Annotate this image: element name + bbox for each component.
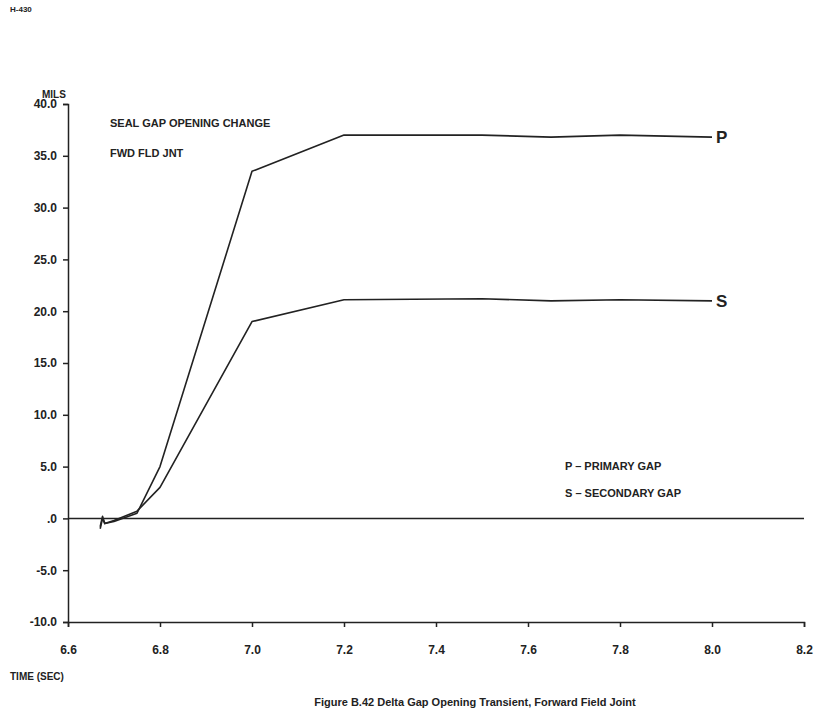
title: SEAL GAP OPENING CHANGE — [110, 117, 270, 129]
y-tick-mark — [63, 518, 68, 520]
y-tick-mark — [63, 415, 68, 417]
x-tick-label: 7.4 — [428, 643, 445, 657]
series-label: S — [716, 292, 727, 311]
y-tick-mark — [63, 104, 68, 106]
x-tick-mark — [68, 622, 70, 627]
y-tick-label: 10.0 — [34, 408, 58, 422]
x-tick-mark — [252, 622, 254, 627]
y-tick-label: 15.0 — [34, 356, 58, 370]
y-tick-mark — [63, 622, 68, 624]
x-tick-label: 7.8 — [612, 643, 629, 657]
y-tick-mark — [63, 570, 68, 572]
x-tick-label: 8.0 — [704, 643, 721, 657]
y-tick: 35.0 — [34, 149, 68, 163]
y-tick-mark — [63, 466, 68, 468]
y-tick: 20.0 — [34, 305, 68, 319]
y-tick-label: -5.0 — [36, 564, 57, 578]
y-tick-mark — [63, 311, 68, 313]
caption: Figure B.42 Delta Gap Opening Transient,… — [314, 696, 636, 708]
x-axis-title: TIME (SEC) — [10, 671, 64, 682]
y-tick: 10.0 — [34, 408, 68, 422]
x-tick-label: 7.6 — [520, 643, 537, 657]
x-tick: 7.4 — [428, 622, 445, 657]
x-axis-line — [69, 623, 805, 628]
x-tick: 8.2 — [796, 622, 813, 657]
x-tick: 7.6 — [520, 622, 537, 657]
y-tick-label: 30.0 — [34, 201, 58, 215]
y-tick-label: 5.0 — [40, 460, 57, 474]
page-label: H-430 — [10, 5, 32, 14]
plot-area — [68, 135, 804, 529]
note: P – PRIMARY GAP — [565, 460, 661, 472]
y-tick-label: 35.0 — [34, 149, 58, 163]
y-tick: 15.0 — [34, 356, 68, 370]
x-tick: 6.6 — [60, 622, 77, 657]
x-tick-mark — [160, 622, 162, 627]
y-tick-label: 20.0 — [34, 305, 58, 319]
x-tick: 8.0 — [704, 622, 721, 657]
y-tick: -5.0 — [36, 564, 68, 578]
x-tick-label: 7.0 — [244, 643, 261, 657]
x-tick-mark — [804, 622, 806, 627]
y-tick-label: .0 — [47, 512, 57, 526]
y-tick: -10.0 — [30, 615, 68, 629]
y-tick-mark — [63, 207, 68, 209]
y-axis: -10.0-5.0.05.010.015.020.025.030.035.040… — [30, 97, 69, 629]
x-axis: 6.6 6.8 7.0 7.2 7.4 7.6 7.8 8.0 8.2 — [60, 622, 813, 657]
y-axis-line — [63, 105, 69, 623]
x-tick-mark — [436, 622, 438, 627]
x-tick-mark — [528, 622, 530, 627]
series-line — [100, 299, 712, 527]
x-tick-label: 7.2 — [336, 643, 353, 657]
y-tick-mark — [63, 363, 68, 365]
x-tick-label: 6.6 — [60, 643, 77, 657]
x-tick: 6.8 — [152, 622, 169, 657]
x-tick-label: 6.8 — [152, 643, 169, 657]
subtitle: FWD FLD JNT — [110, 147, 184, 159]
series-line — [100, 135, 712, 529]
x-tick-mark — [620, 622, 622, 627]
y-tick: 25.0 — [34, 253, 68, 267]
x-tick: 7.8 — [612, 622, 629, 657]
series-label: P — [716, 128, 727, 147]
y-tick: 5.0 — [40, 460, 68, 474]
y-tick-label: -10.0 — [30, 615, 58, 629]
x-tick-mark — [712, 622, 714, 627]
y-tick: .0 — [47, 512, 68, 526]
note: S – SECONDARY GAP — [565, 487, 681, 499]
y-tick-mark — [63, 259, 68, 261]
chart: -10.0-5.0.05.010.015.020.025.030.035.040… — [0, 0, 836, 718]
x-tick: 7.0 — [244, 622, 261, 657]
y-axis-title: MILS — [42, 89, 66, 100]
y-tick-label: 25.0 — [34, 253, 58, 267]
x-tick: 7.2 — [336, 622, 353, 657]
zero-line — [68, 518, 804, 520]
y-tick: 30.0 — [34, 201, 68, 215]
x-tick-label: 8.2 — [796, 643, 813, 657]
x-tick-mark — [344, 622, 346, 627]
y-tick-mark — [63, 156, 68, 158]
